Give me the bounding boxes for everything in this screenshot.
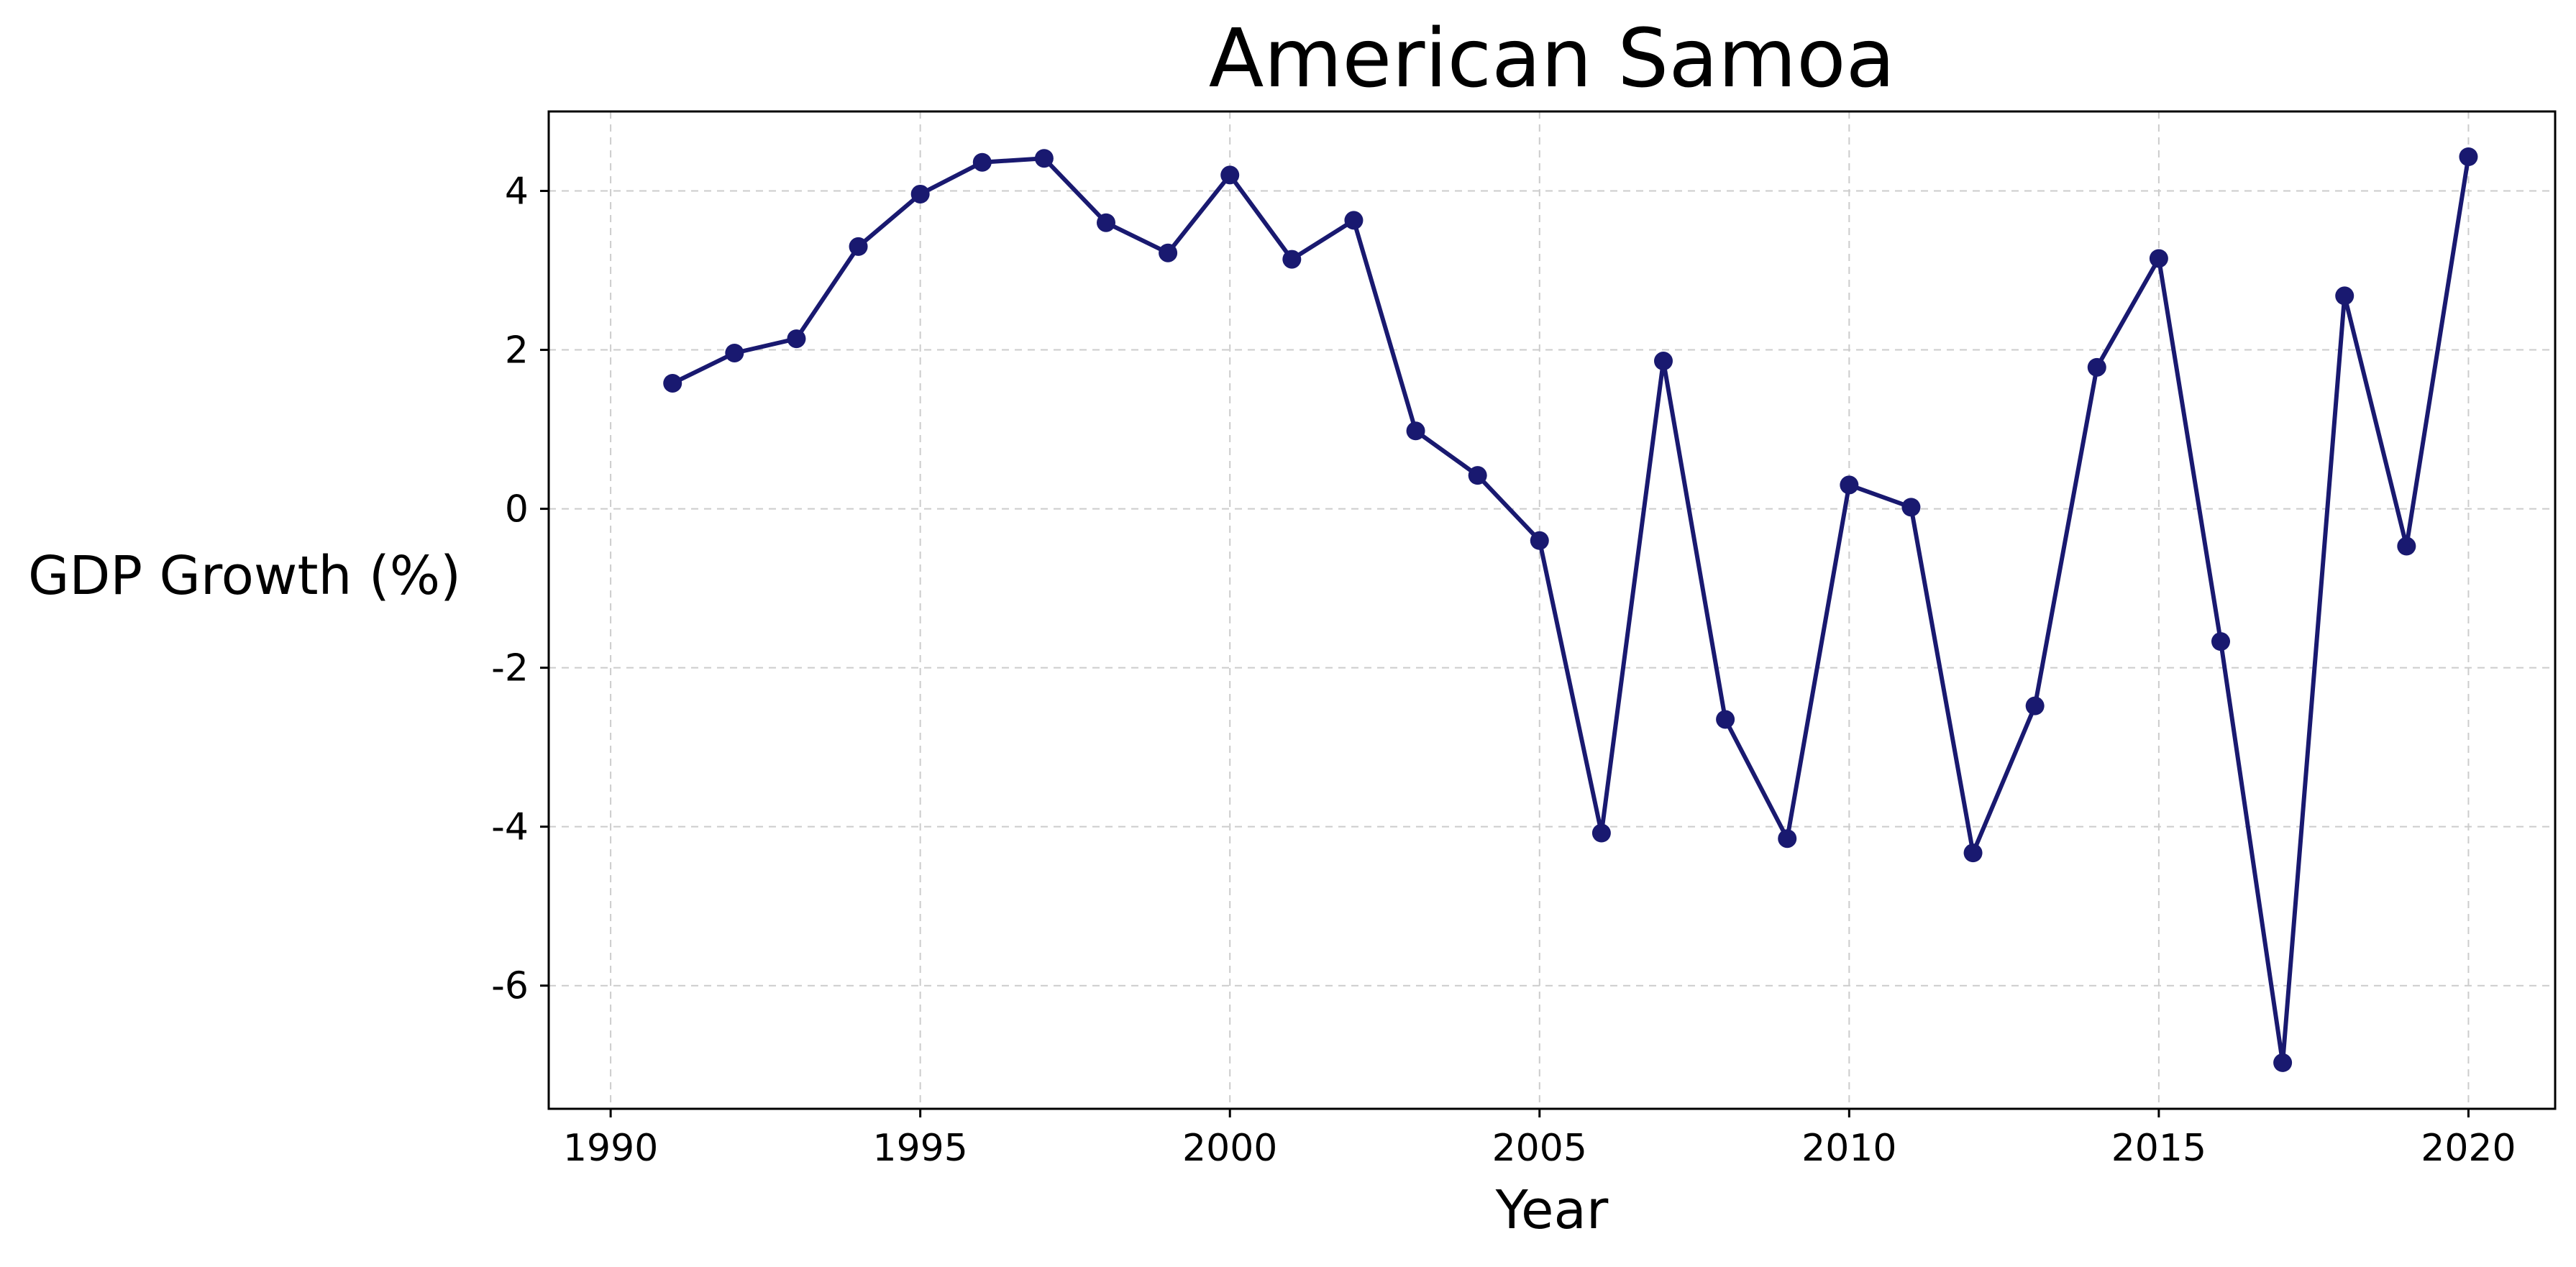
chart-title: American Samoa	[1209, 12, 1896, 106]
x-tick-label: 1995	[872, 1127, 967, 1170]
y-tick-label: -4	[491, 806, 529, 849]
x-tick-label: 2010	[1801, 1127, 1896, 1170]
data-point	[849, 237, 868, 256]
data-point	[972, 152, 992, 172]
data-point	[2087, 357, 2106, 377]
x-tick-label: 2000	[1182, 1127, 1277, 1170]
x-axis-ticks: 1990 1995 2000 2005 2010 2015 2020	[563, 1109, 2516, 1170]
x-tick-label: 2015	[2111, 1127, 2206, 1170]
data-point	[2397, 536, 2416, 556]
data-point	[2025, 696, 2045, 715]
series-layer	[663, 147, 2478, 1072]
y-axis-ticks: -6 -4 -2 0 2 4	[491, 170, 549, 1008]
data-point	[2211, 632, 2230, 651]
data-point	[1406, 421, 1425, 441]
y-axis-label: GDP Growth (%)	[28, 545, 461, 607]
data-point	[1159, 243, 1178, 262]
data-point	[1963, 843, 1983, 863]
data-point	[1778, 829, 1797, 849]
data-point	[1097, 213, 1115, 232]
data-point	[663, 373, 682, 393]
grid	[549, 111, 2555, 1109]
data-point	[787, 329, 806, 349]
data-point	[1282, 250, 1302, 269]
data-point	[1840, 475, 1859, 495]
data-point	[1468, 466, 1487, 485]
x-tick-label: 1990	[563, 1127, 658, 1170]
x-axis-label: Year	[1495, 1179, 1609, 1241]
x-tick-label: 2020	[2421, 1127, 2516, 1170]
plot-frame	[547, 110, 2557, 1110]
data-point	[2149, 249, 2168, 268]
data-point	[2335, 286, 2355, 306]
data-point	[725, 343, 744, 362]
data-point	[1716, 710, 1735, 729]
data-point	[1591, 823, 1611, 843]
data-point	[1901, 498, 1921, 517]
y-tick-label: 0	[505, 488, 529, 531]
x-tick-label: 2005	[1492, 1127, 1587, 1170]
data-point	[1220, 165, 1240, 185]
y-tick-label: -6	[491, 965, 529, 1008]
y-tick-label: -2	[491, 647, 529, 690]
y-tick-label: 2	[505, 329, 529, 372]
data-point	[910, 184, 930, 203]
data-point	[2459, 147, 2478, 166]
data-point	[1034, 149, 1054, 168]
data-point	[2273, 1053, 2293, 1072]
series-line	[671, 156, 2471, 1065]
data-point	[1344, 211, 1364, 230]
data-point	[1654, 352, 1673, 371]
data-point	[1530, 531, 1549, 550]
y-tick-label: 4	[505, 170, 529, 214]
